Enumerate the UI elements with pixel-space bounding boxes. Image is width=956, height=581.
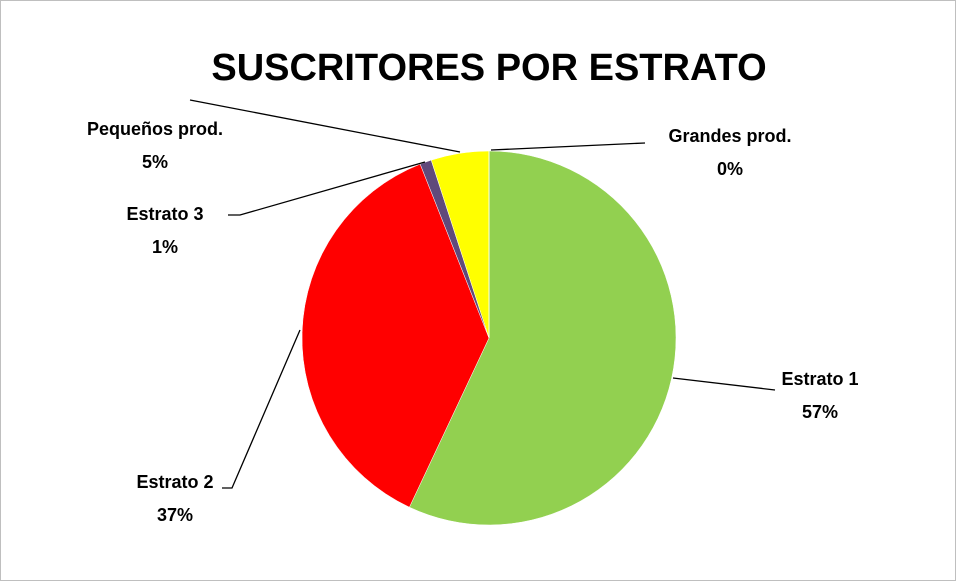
leader-line: [222, 329, 301, 489]
category-label: Estrato 1: [781, 369, 858, 389]
category-label: Estrato 2: [136, 472, 213, 492]
data-label: 57%: [802, 402, 838, 422]
category-label: Estrato 3: [126, 204, 203, 224]
category-label: Grandes prod.: [668, 126, 791, 146]
pie-slice: [301, 163, 490, 508]
data-label: 1%: [152, 237, 178, 257]
leader-line: [228, 161, 426, 216]
data-label: 5%: [142, 152, 168, 172]
leader-line: [672, 377, 776, 391]
leader-line: [189, 99, 461, 153]
data-label: 0%: [717, 159, 743, 179]
leader-line: [490, 142, 646, 151]
chart-title: SUSCRITORES POR ESTRATO: [211, 47, 766, 89]
pie-slice: [409, 150, 677, 526]
data-label: 37%: [157, 505, 193, 525]
category-label: Pequeños prod.: [87, 119, 223, 139]
